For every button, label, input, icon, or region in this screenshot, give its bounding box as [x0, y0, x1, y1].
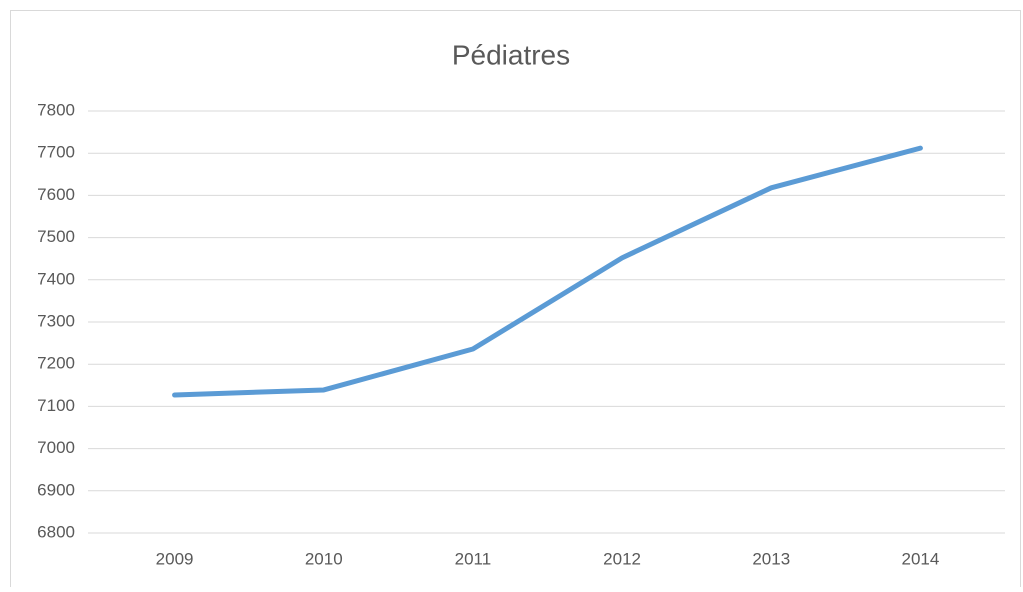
- y-tick-label: 7200: [37, 354, 75, 373]
- y-tick-label: 7700: [37, 143, 75, 162]
- y-tick-label: 7500: [37, 227, 75, 246]
- x-tick-label: 2009: [156, 549, 194, 568]
- y-tick-label: 7300: [37, 311, 75, 330]
- chart-title: Pédiatres: [452, 39, 570, 70]
- x-tick-label: 2013: [752, 549, 790, 568]
- y-tick-label: 7600: [37, 185, 75, 204]
- x-tick-label: 2012: [603, 549, 641, 568]
- y-tick-label: 6900: [37, 480, 75, 499]
- x-tick-label: 2010: [305, 549, 343, 568]
- y-tick-label: 7800: [37, 100, 75, 119]
- y-tick-label: 7000: [37, 438, 75, 457]
- y-tick-label: 7100: [37, 396, 75, 415]
- x-tick-label: 2011: [455, 549, 492, 568]
- line-series: [172, 145, 923, 398]
- chart-border: [10, 10, 1021, 591]
- x-tick-label: 2014: [902, 549, 940, 568]
- y-tick-label: 7400: [37, 269, 75, 288]
- y-tick-label: 6800: [37, 522, 75, 541]
